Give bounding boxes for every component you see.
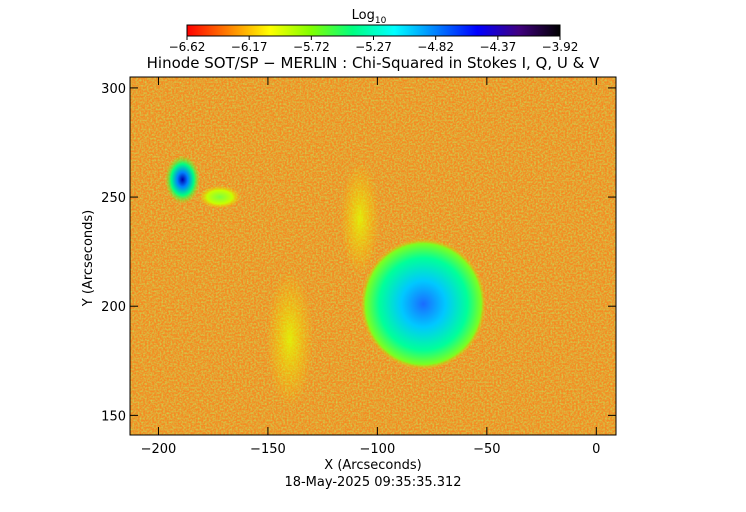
x-tick-label: −50 [473,442,500,457]
network-lane-region [266,270,314,408]
colorbar [186,24,561,37]
timestamp: 18-May-2025 09:35:35.312 [284,475,461,490]
colorbar-label: Log10 [352,8,387,26]
heatmap-image [130,77,616,435]
chart-title: Hinode SOT/SP − MERLIN : Chi-Squared in … [147,54,600,72]
colorbar-tick-label: −3.92 [542,40,579,54]
plot-frame [129,76,617,436]
x-tick-label: −200 [141,442,177,457]
y-tick-label: 250 [101,191,126,206]
x-axis-ticks: −200 −150 −100 −50 0 [141,77,600,457]
colorbar-tick-label: −5.27 [355,40,392,54]
pore-region [165,155,201,204]
y-axis-ticks: 150 200 250 300 [101,82,616,424]
colorbar-tick-label: −4.37 [479,40,516,54]
network-lane-region [340,161,380,276]
y-tick-label: 200 [101,300,126,315]
colorbar-tick-label: −4.82 [417,40,454,54]
plage-region [198,185,241,209]
colorbar-ticks: −6.62 −6.17 −5.72 −5.27 −4.82 −4.37 −3.92 [169,36,579,54]
y-tick-label: 300 [101,82,126,97]
x-tick-label: −150 [250,442,286,457]
colorbar-tick-label: −6.17 [231,40,268,54]
x-tick-label: 0 [592,442,600,457]
colorbar-tick-label: −5.72 [293,40,330,54]
x-axis-label: X (Arcseconds) [324,458,421,473]
colorbar-tick-label: −6.62 [169,40,206,54]
x-tick-label: −100 [360,442,396,457]
y-tick-label: 150 [101,409,126,424]
sunspot-region [360,238,487,370]
y-axis-label: Y (Arcseconds) [81,210,96,307]
heatmap-features [165,155,487,408]
